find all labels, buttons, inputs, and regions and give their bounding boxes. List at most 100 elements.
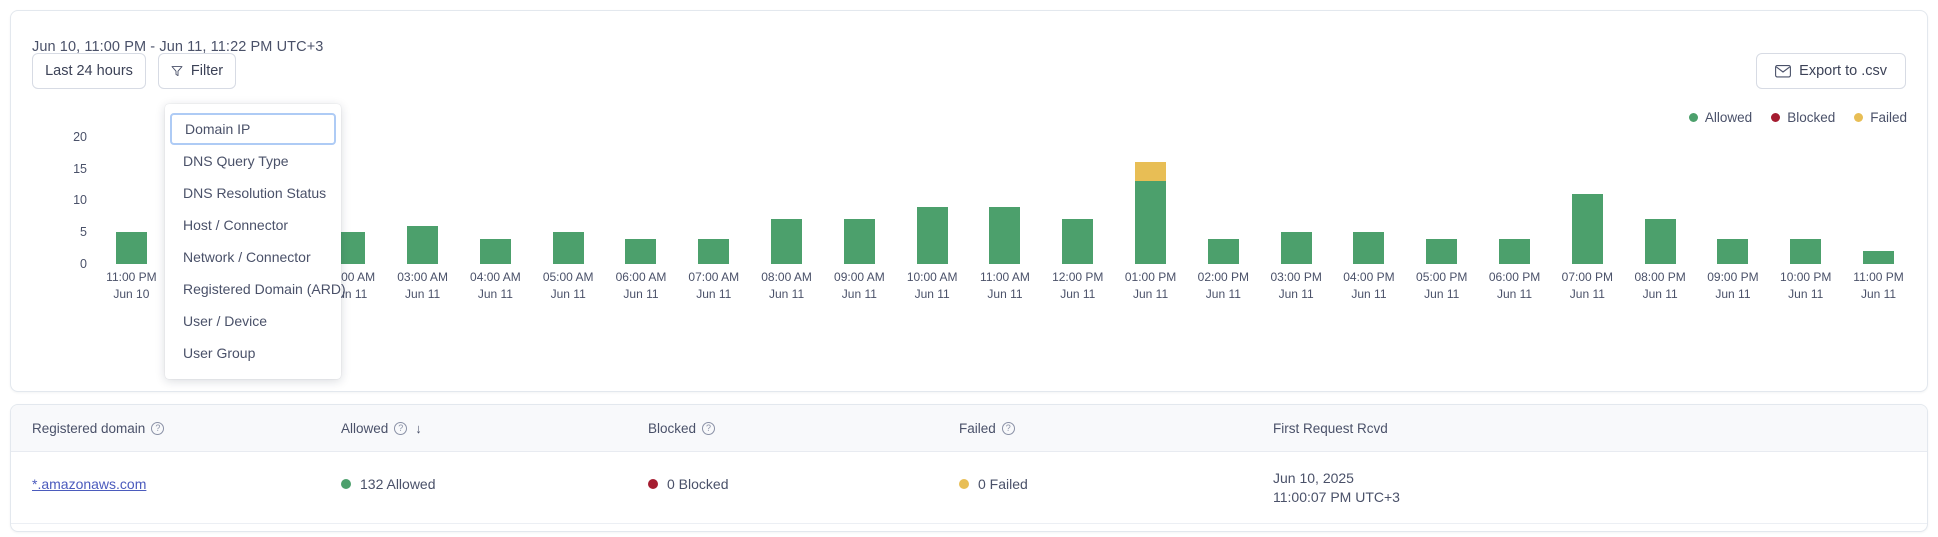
column-header-first-request-rcvd-label: First Request Rcvd: [1273, 421, 1388, 436]
export-csv-button[interactable]: Export to .csv: [1756, 53, 1906, 89]
bar-slot[interactable]: [1624, 124, 1697, 264]
x-axis-tick-time: 09:00 PM: [1707, 270, 1759, 284]
column-header-registered-domain[interactable]: Registered domain ?: [32, 421, 165, 436]
bar-stack[interactable]: [479, 238, 511, 264]
x-axis-tick-time: 11:00 PM: [1853, 270, 1904, 284]
bar-stack[interactable]: [1644, 219, 1676, 264]
bar-stack[interactable]: [1353, 232, 1385, 264]
help-icon[interactable]: ?: [702, 422, 716, 435]
filter-menu-item-domain-ip[interactable]: Domain IP: [170, 113, 336, 145]
filter-menu-item-user-device[interactable]: User / Device: [165, 305, 341, 337]
bar-slot[interactable]: [1041, 124, 1114, 264]
results-table-card: Registered domain ? Allowed ? ↓ Blocked …: [10, 404, 1928, 532]
time-range-button[interactable]: Last 24 hours: [32, 53, 146, 89]
sort-descending-icon[interactable]: ↓: [415, 421, 422, 436]
x-axis-tick-time: 11:00 AM: [980, 270, 1030, 284]
bar-stack[interactable]: [843, 219, 875, 264]
x-axis-tick-date: Jun 11: [1351, 287, 1387, 301]
column-header-failed[interactable]: Failed ?: [959, 421, 1015, 436]
bar-stack[interactable]: [1062, 219, 1094, 264]
x-axis-tick-time: 03:00 PM: [1270, 270, 1322, 284]
bar-slot[interactable]: [1114, 124, 1187, 264]
registered-domain-link[interactable]: *.amazonaws.com: [32, 476, 147, 492]
x-axis-tick-time: 07:00 AM: [688, 270, 740, 284]
bar-stack[interactable]: [1571, 194, 1603, 264]
bar-stack[interactable]: [1499, 238, 1531, 264]
bar-slot[interactable]: [1697, 124, 1770, 264]
bar-slot[interactable]: [1769, 124, 1842, 264]
bar-stack[interactable]: [916, 206, 948, 264]
bar-stack[interactable]: [625, 238, 657, 264]
filter-button[interactable]: Filter: [158, 53, 236, 89]
help-icon[interactable]: ?: [394, 422, 408, 435]
bar-stack[interactable]: [771, 219, 803, 264]
x-axis-tick-time: 10:00 PM: [1780, 270, 1832, 284]
bar-slot[interactable]: [750, 124, 823, 264]
bar-stack[interactable]: [989, 206, 1021, 264]
filter-menu-item-label: Registered Domain (ARD): [183, 281, 346, 297]
bar-slot[interactable]: [1260, 124, 1333, 264]
bar-stack[interactable]: [1207, 238, 1239, 264]
legend-item-allowed[interactable]: Allowed: [1688, 110, 1752, 125]
bar-stack[interactable]: [1717, 238, 1749, 264]
help-icon[interactable]: ?: [151, 422, 165, 435]
x-axis-tick: 08:00 AM Jun 11: [750, 269, 823, 313]
filter-menu-item-dns-query-type[interactable]: DNS Query Type: [165, 145, 341, 177]
bar-slot[interactable]: [95, 124, 168, 264]
bar-slot[interactable]: [1551, 124, 1624, 264]
filter-menu-item-registered-domain-ard[interactable]: Registered Domain (ARD): [165, 273, 346, 305]
bar-segment-failed: [1135, 162, 1167, 182]
filter-menu-item-host-connector[interactable]: Host / Connector: [165, 209, 341, 241]
bar-slot[interactable]: [896, 124, 969, 264]
x-axis-tick-time: 08:00 AM: [761, 270, 812, 284]
bar-slot[interactable]: [1478, 124, 1551, 264]
legend-item-blocked[interactable]: Blocked: [1771, 110, 1835, 125]
filter-menu-item-label: Network / Connector: [183, 249, 311, 265]
x-axis-tick-date: Jun 11: [1715, 287, 1751, 301]
bar-slot[interactable]: [605, 124, 678, 264]
bar-segment-allowed: [1426, 238, 1458, 264]
bar-segment-allowed: [407, 225, 439, 264]
y-axis-tick-15: 15: [73, 161, 87, 176]
x-axis-tick: 08:00 PM Jun 11: [1624, 269, 1697, 313]
column-header-first-request-rcvd[interactable]: First Request Rcvd: [1273, 421, 1388, 436]
bar-slot[interactable]: [1333, 124, 1406, 264]
bar-stack[interactable]: [1790, 238, 1822, 264]
legend-dot-allowed: [1688, 113, 1698, 122]
x-axis-tick-date: Jun 11: [1860, 287, 1897, 301]
help-icon[interactable]: ?: [1001, 422, 1015, 435]
column-header-blocked[interactable]: Blocked ?: [648, 421, 716, 436]
bar-slot[interactable]: [1187, 124, 1260, 264]
bar-stack[interactable]: [552, 232, 584, 264]
bar-slot[interactable]: [677, 124, 750, 264]
x-axis-tick-date: Jun 11: [477, 287, 513, 301]
column-header-allowed[interactable]: Allowed ? ↓: [341, 421, 422, 436]
filter-dropdown-menu[interactable]: Domain IP DNS Query Type DNS Resolution St…: [165, 104, 346, 379]
time-range-label: Jun 10, 11:00 PM - Jun 11, 11:22 PM UTC+…: [32, 39, 324, 55]
bar-slot[interactable]: [459, 124, 532, 264]
column-header-registered-domain-label: Registered domain: [32, 421, 146, 436]
legend-label: Blocked: [1787, 110, 1836, 125]
bar-slot[interactable]: [532, 124, 605, 264]
bar-segment-allowed: [1644, 219, 1676, 264]
filter-menu-item-user-group[interactable]: User Group: [165, 337, 341, 369]
bar-slot[interactable]: [386, 124, 459, 264]
filter-menu-item-dns-resolution-status[interactable]: DNS Resolution Status: [165, 177, 341, 209]
bar-stack[interactable]: [1135, 162, 1167, 264]
bar-slot[interactable]: [1405, 124, 1478, 264]
filter-menu-item-network-connector[interactable]: Network / Connector: [165, 241, 341, 273]
bar-stack[interactable]: [407, 225, 439, 264]
bar-slot[interactable]: [969, 124, 1042, 264]
bar-stack[interactable]: [1426, 238, 1458, 264]
y-axis-tick-0: 0: [80, 257, 87, 271]
bar-stack[interactable]: [698, 238, 730, 264]
bar-slot[interactable]: [823, 124, 896, 264]
bar-stack[interactable]: [115, 232, 147, 264]
bar-stack[interactable]: [1863, 251, 1895, 264]
bar-slot[interactable]: [1842, 124, 1915, 264]
y-axis-tick-20: 20: [73, 129, 87, 144]
bar-stack[interactable]: [1280, 232, 1312, 264]
table-header-row: Registered domain ? Allowed ? ↓ Blocked …: [11, 405, 1927, 452]
x-axis-tick: 01:00 PM Jun 11: [1114, 269, 1187, 313]
legend-item-failed[interactable]: Failed: [1854, 110, 1907, 125]
